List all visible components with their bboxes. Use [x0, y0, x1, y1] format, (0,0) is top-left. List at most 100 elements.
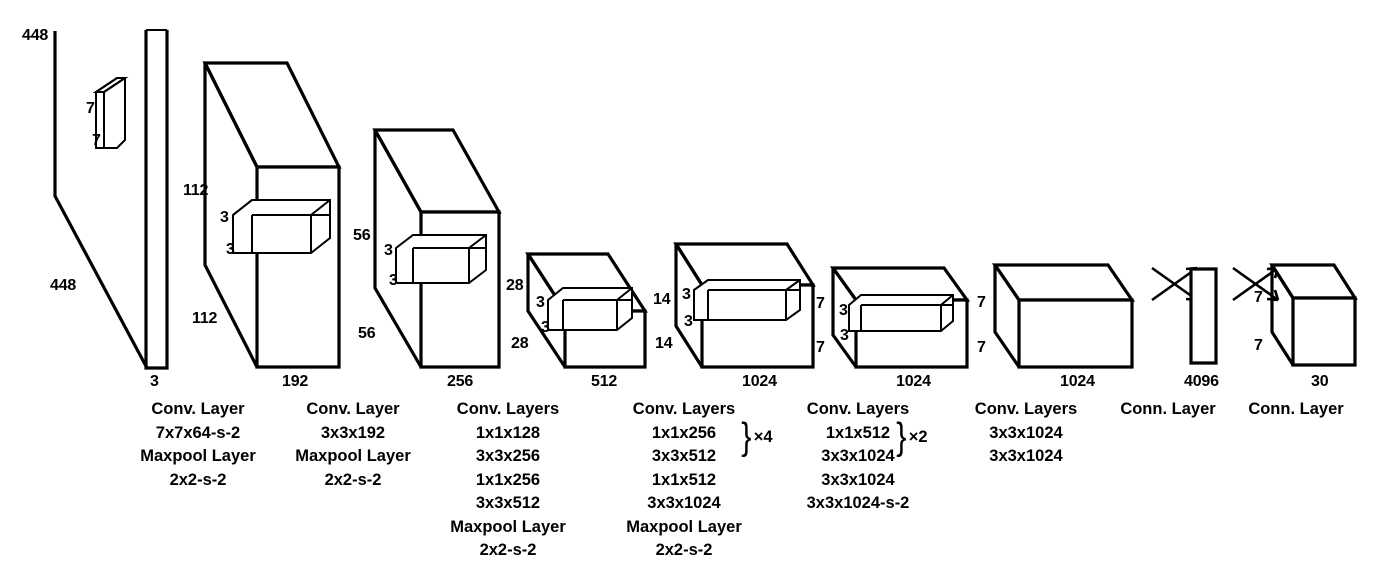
block-256-top	[372, 128, 502, 214]
block-512-left-back	[526, 254, 567, 368]
caption-5-line-2: 3x3x1024	[821, 447, 895, 465]
kernel-7x7-inner-edges	[103, 77, 126, 148]
label-192-width: 112	[192, 310, 218, 327]
block-1024c-front	[1017, 298, 1134, 369]
label-1024a-depth: 1024	[742, 373, 777, 390]
kernel-3x3-1024b-inner	[860, 294, 954, 331]
label-1024b-height: 7	[816, 295, 825, 312]
label-1024a-kernel-w: 3	[684, 313, 693, 330]
label-input-kernel-h: 7	[86, 100, 95, 117]
block-192-left-back	[203, 63, 259, 368]
kernel-3x3-192	[232, 199, 331, 254]
caption-8-line-0: Conn. Layer	[1248, 400, 1344, 418]
caption-3-line-0: Conv. Layers	[456, 400, 560, 418]
block-30-left-back	[1270, 265, 1295, 366]
caption-1-line-2: Maxpool Layer	[140, 447, 256, 465]
caption-2-line-1: 3x3x192	[320, 423, 386, 442]
label-256-width: 56	[358, 325, 376, 342]
label-1024b-kernel-h: 3	[839, 302, 848, 319]
caption-2-line-2: Maxpool Layer	[295, 447, 411, 465]
block-4096	[1189, 267, 1218, 365]
label-input-depth: 3	[150, 373, 159, 390]
kernel-3x3-1024b	[848, 294, 954, 332]
brace-symbol-5: }	[896, 416, 907, 458]
block-192-top	[202, 61, 342, 169]
caption-5-line-4: 3x3x1024-s-2	[806, 494, 910, 512]
caption-4-line-2: 3x3x512	[651, 447, 717, 465]
caption-5-line-0: Conv. Layers	[806, 400, 910, 418]
block-30-front	[1291, 296, 1357, 367]
label-1024b-kernel-w: 3	[840, 327, 849, 344]
block-input-448	[53, 29, 169, 370]
caption-4-line-3: 1x1x512	[651, 470, 717, 489]
caption-3-line-3: 1x1x256	[475, 470, 541, 489]
brace-symbol-4: }	[741, 416, 752, 458]
label-512-kernel-w: 3	[541, 319, 550, 336]
caption-7-line-0: Conn. Layer	[1120, 400, 1216, 418]
caption-6-line-0: Conv. Layers	[974, 400, 1078, 418]
label-512-kernel-h: 3	[536, 294, 545, 311]
label-512-height: 28	[506, 277, 524, 294]
block-192-top-left-edge	[203, 62, 259, 168]
caption-col-7: Conn. Layer	[1088, 398, 1248, 422]
label-1024a-width: 14	[655, 335, 673, 352]
block-4096-face	[1189, 267, 1218, 365]
caption-5-line-1: 1x1x512	[825, 423, 891, 442]
label-1024c-width: 7	[977, 339, 986, 356]
brace-multiplier-5: ×2	[908, 427, 928, 446]
caption-col-1: Conv. Layer 7x7x64-s-2 Maxpool Layer 2x2…	[118, 398, 278, 492]
label-512-depth: 512	[591, 373, 617, 390]
caption-3-line-1: 1x1x128	[475, 423, 541, 442]
block-1024c-top-left-edge	[993, 264, 1021, 301]
caption-1-line-1: 7x7x64-s-2	[155, 423, 241, 442]
block-1024a-left-back	[674, 244, 704, 368]
caption-6-line-1: 3x3x1024	[989, 423, 1063, 442]
label-1024c-height: 7	[977, 294, 986, 311]
kernel-7x7-input	[92, 77, 129, 149]
block-192-front	[255, 165, 341, 369]
label-30-height: 7	[1254, 289, 1263, 306]
caption-3-line-2: 3x3x256	[475, 447, 541, 465]
kernel-3x3-256-inner	[412, 234, 487, 283]
label-256-height: 56	[353, 227, 371, 244]
caption-3-line-5: Maxpool Layer	[450, 517, 566, 536]
label-30-width: 7	[1254, 337, 1263, 354]
brace-multiplier-4: ×4	[753, 427, 773, 446]
label-30-depth: 30	[1311, 373, 1329, 390]
block-256-left-back	[373, 130, 423, 368]
caption-col-4: Conv. Layers 1x1x256 3x3x512 1x1x512 3x3…	[600, 398, 768, 563]
kernel-3x3-256-outline	[395, 234, 487, 284]
caption-2-line-0: Conv. Layer	[306, 400, 400, 418]
caption-1-line-0: Conv. Layer	[151, 400, 245, 418]
label-1024b-width: 7	[816, 339, 825, 356]
caption-col-8: Conn. Layer	[1216, 398, 1374, 422]
caption-4-line-1: 1x1x256	[651, 423, 717, 442]
label-192-kernel-h: 3	[220, 209, 229, 226]
kernel-3x3-1024b-outline	[848, 294, 954, 332]
block-1024b-left-back	[831, 268, 858, 368]
block-30-top	[1269, 263, 1358, 300]
caption-row: Conv. Layer 7x7x64-s-2 Maxpool Layer 2x2…	[0, 398, 1374, 572]
kernel-3x3-256	[395, 234, 487, 284]
caption-col-3: Conv. Layers 1x1x128 3x3x256 1x1x256 3x3…	[428, 398, 588, 563]
block-1024b-top-left-edge	[831, 267, 858, 301]
block-256-top-left-edge	[373, 129, 423, 213]
block-30	[1269, 263, 1358, 367]
label-1024b-depth: 1024	[896, 373, 931, 390]
label-256-depth: 256	[447, 373, 473, 390]
kernel-3x3-512	[547, 287, 633, 331]
brace-group-4: } ×4	[740, 416, 773, 458]
caption-5-line-3: 3x3x1024	[821, 470, 895, 489]
caption-2-line-3: 2x2-s-2	[324, 470, 382, 489]
block-1024-c	[991, 263, 1136, 369]
input-outline-left	[53, 31, 149, 369]
brace-group-5: } ×2	[895, 416, 928, 458]
caption-1-line-3: 2x2-s-2	[169, 470, 227, 489]
caption-4-line-5: Maxpool Layer	[626, 517, 742, 536]
caption-col-6: Conv. Layers 3x3x1024 3x3x1024	[938, 398, 1114, 469]
label-192-depth: 192	[282, 373, 308, 390]
kernel-3x3-1024a-inner	[707, 279, 801, 320]
caption-4-line-4: 3x3x1024	[647, 494, 721, 512]
